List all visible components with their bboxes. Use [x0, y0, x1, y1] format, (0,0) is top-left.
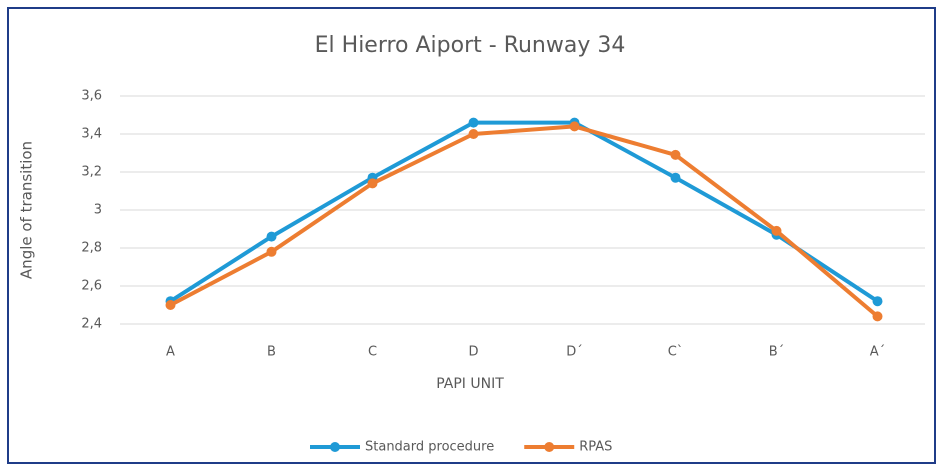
y-tick-label: 2,4	[81, 317, 102, 332]
y-tick-label: 3	[94, 203, 102, 218]
series-line	[169, 124, 879, 318]
series-marker	[468, 117, 479, 128]
x-tick-label: A	[166, 345, 175, 360]
series-line	[169, 120, 879, 303]
series-marker	[872, 296, 883, 307]
y-axis-label: Angle of transition	[18, 141, 36, 279]
series-marker	[468, 129, 479, 139]
x-tick-label: B	[267, 345, 276, 360]
legend-marker	[330, 442, 340, 452]
y-tick-label: 3,2	[81, 165, 102, 180]
series-marker	[266, 231, 277, 242]
x-tick-label: C	[368, 345, 377, 360]
series-marker	[569, 121, 580, 132]
y-tick-label: 2,8	[81, 241, 102, 256]
series-marker	[670, 172, 681, 183]
chart-title: El Hierro Aiport - Runway 34	[315, 33, 626, 58]
y-tick-label: 2,6	[81, 279, 102, 294]
chart-frame	[7, 7, 936, 464]
x-tick-label: A´	[870, 345, 885, 360]
legend-label: Standard procedure	[365, 440, 494, 455]
y-tick-label: 3,6	[81, 89, 102, 104]
series-marker	[670, 149, 681, 160]
series-marker	[872, 311, 883, 322]
x-axis-label: PAPI UNIT	[436, 376, 504, 392]
x-tick-label: B´	[769, 345, 784, 360]
legend-label: RPAS	[579, 440, 612, 455]
x-tick-label: D´	[566, 345, 583, 360]
x-tick-label: C`	[668, 345, 684, 360]
series-marker	[367, 178, 378, 189]
x-tick-label: D	[468, 345, 478, 360]
y-tick-label: 3,4	[81, 127, 102, 142]
series-marker	[771, 225, 782, 236]
series-marker	[266, 246, 277, 257]
series-marker	[165, 300, 176, 310]
legend-marker	[544, 442, 555, 452]
